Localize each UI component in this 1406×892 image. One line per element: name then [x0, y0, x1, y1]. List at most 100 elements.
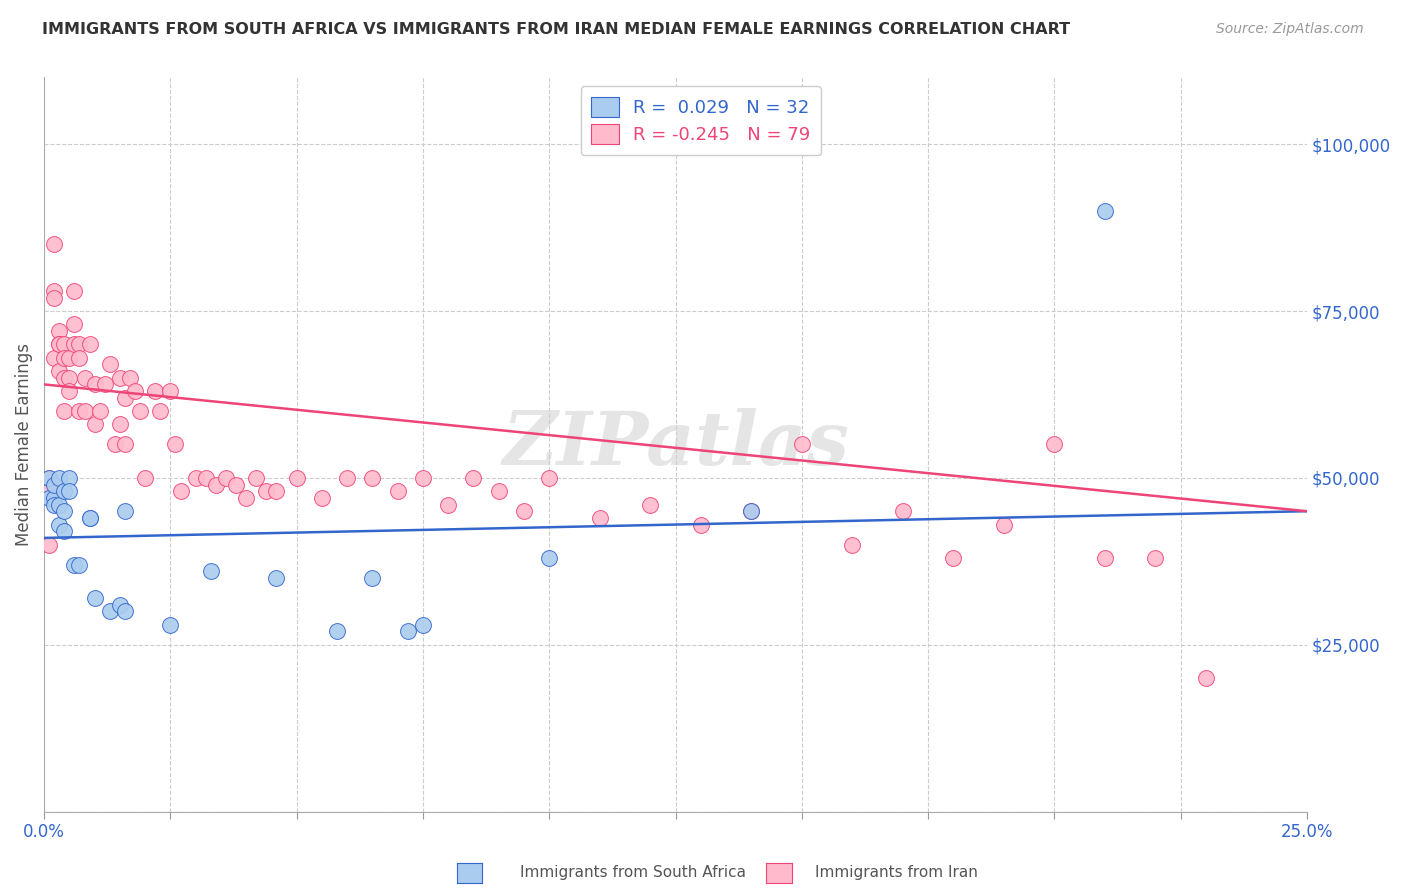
- Point: [396, 624, 419, 639]
- Point: [194, 471, 217, 485]
- Point: [44, 491, 66, 505]
- Point: [73, 370, 96, 384]
- Point: [538, 471, 561, 485]
- Point: [53, 524, 76, 539]
- Point: [53, 370, 76, 384]
- Point: [235, 491, 257, 505]
- Point: [48, 337, 70, 351]
- Point: [740, 504, 762, 518]
- Point: [225, 477, 247, 491]
- Y-axis label: Median Female Earnings: Median Female Earnings: [15, 343, 32, 546]
- Point: [513, 504, 536, 518]
- Point: [689, 517, 711, 532]
- Text: Immigrants from Iran: Immigrants from Iran: [815, 865, 979, 880]
- Point: [184, 471, 207, 485]
- Point: [44, 498, 66, 512]
- Point: [38, 471, 60, 485]
- Point: [48, 471, 70, 485]
- Text: ZIPatlas: ZIPatlas: [502, 409, 849, 481]
- Point: [93, 377, 115, 392]
- Point: [538, 550, 561, 565]
- Point: [336, 471, 359, 485]
- Point: [44, 291, 66, 305]
- Point: [118, 370, 141, 384]
- Text: IMMIGRANTS FROM SOUTH AFRICA VS IMMIGRANTS FROM IRAN MEDIAN FEMALE EARNINGS CORR: IMMIGRANTS FROM SOUTH AFRICA VS IMMIGRAN…: [42, 22, 1070, 37]
- Point: [44, 477, 66, 491]
- Point: [69, 337, 91, 351]
- Point: [1195, 671, 1218, 685]
- Point: [69, 558, 91, 572]
- Point: [58, 484, 80, 499]
- Point: [200, 564, 222, 578]
- Point: [44, 237, 66, 252]
- Point: [942, 550, 965, 565]
- Point: [387, 484, 409, 499]
- Point: [63, 558, 86, 572]
- Point: [159, 617, 181, 632]
- Point: [790, 437, 813, 451]
- Point: [98, 358, 121, 372]
- Legend: R =  0.029   N = 32, R = -0.245   N = 79: R = 0.029 N = 32, R = -0.245 N = 79: [581, 87, 821, 155]
- Point: [640, 498, 662, 512]
- Point: [83, 417, 105, 432]
- Point: [891, 504, 914, 518]
- Point: [326, 624, 349, 639]
- Point: [114, 437, 136, 451]
- Point: [83, 377, 105, 392]
- Point: [143, 384, 166, 398]
- Point: [463, 471, 485, 485]
- Point: [412, 617, 434, 632]
- Point: [58, 351, 80, 365]
- Point: [48, 324, 70, 338]
- Point: [83, 591, 105, 605]
- Point: [740, 504, 762, 518]
- Point: [205, 477, 228, 491]
- Point: [1043, 437, 1066, 451]
- Point: [124, 384, 146, 398]
- Point: [993, 517, 1015, 532]
- Point: [63, 284, 86, 298]
- Point: [169, 484, 191, 499]
- Point: [69, 351, 91, 365]
- Point: [266, 571, 288, 585]
- Point: [69, 404, 91, 418]
- Point: [108, 370, 131, 384]
- Point: [38, 471, 60, 485]
- Point: [53, 504, 76, 518]
- Point: [215, 471, 238, 485]
- Point: [38, 491, 60, 505]
- Point: [159, 384, 181, 398]
- Point: [114, 604, 136, 618]
- Text: Source: ZipAtlas.com: Source: ZipAtlas.com: [1216, 22, 1364, 37]
- Point: [114, 504, 136, 518]
- Point: [104, 437, 127, 451]
- Point: [58, 471, 80, 485]
- Point: [129, 404, 152, 418]
- Point: [53, 337, 76, 351]
- Point: [48, 498, 70, 512]
- Point: [149, 404, 172, 418]
- Point: [361, 471, 384, 485]
- Point: [58, 370, 80, 384]
- Point: [79, 511, 101, 525]
- Point: [134, 471, 156, 485]
- Point: [53, 351, 76, 365]
- Point: [53, 484, 76, 499]
- Point: [48, 337, 70, 351]
- Point: [38, 538, 60, 552]
- Point: [254, 484, 277, 499]
- Point: [245, 471, 267, 485]
- Point: [58, 384, 80, 398]
- Point: [108, 417, 131, 432]
- Point: [266, 484, 288, 499]
- Point: [165, 437, 187, 451]
- Point: [589, 511, 612, 525]
- Point: [48, 517, 70, 532]
- Point: [1094, 203, 1116, 218]
- Point: [311, 491, 333, 505]
- Point: [44, 351, 66, 365]
- Point: [1144, 550, 1167, 565]
- Point: [38, 484, 60, 499]
- Point: [114, 391, 136, 405]
- Point: [437, 498, 460, 512]
